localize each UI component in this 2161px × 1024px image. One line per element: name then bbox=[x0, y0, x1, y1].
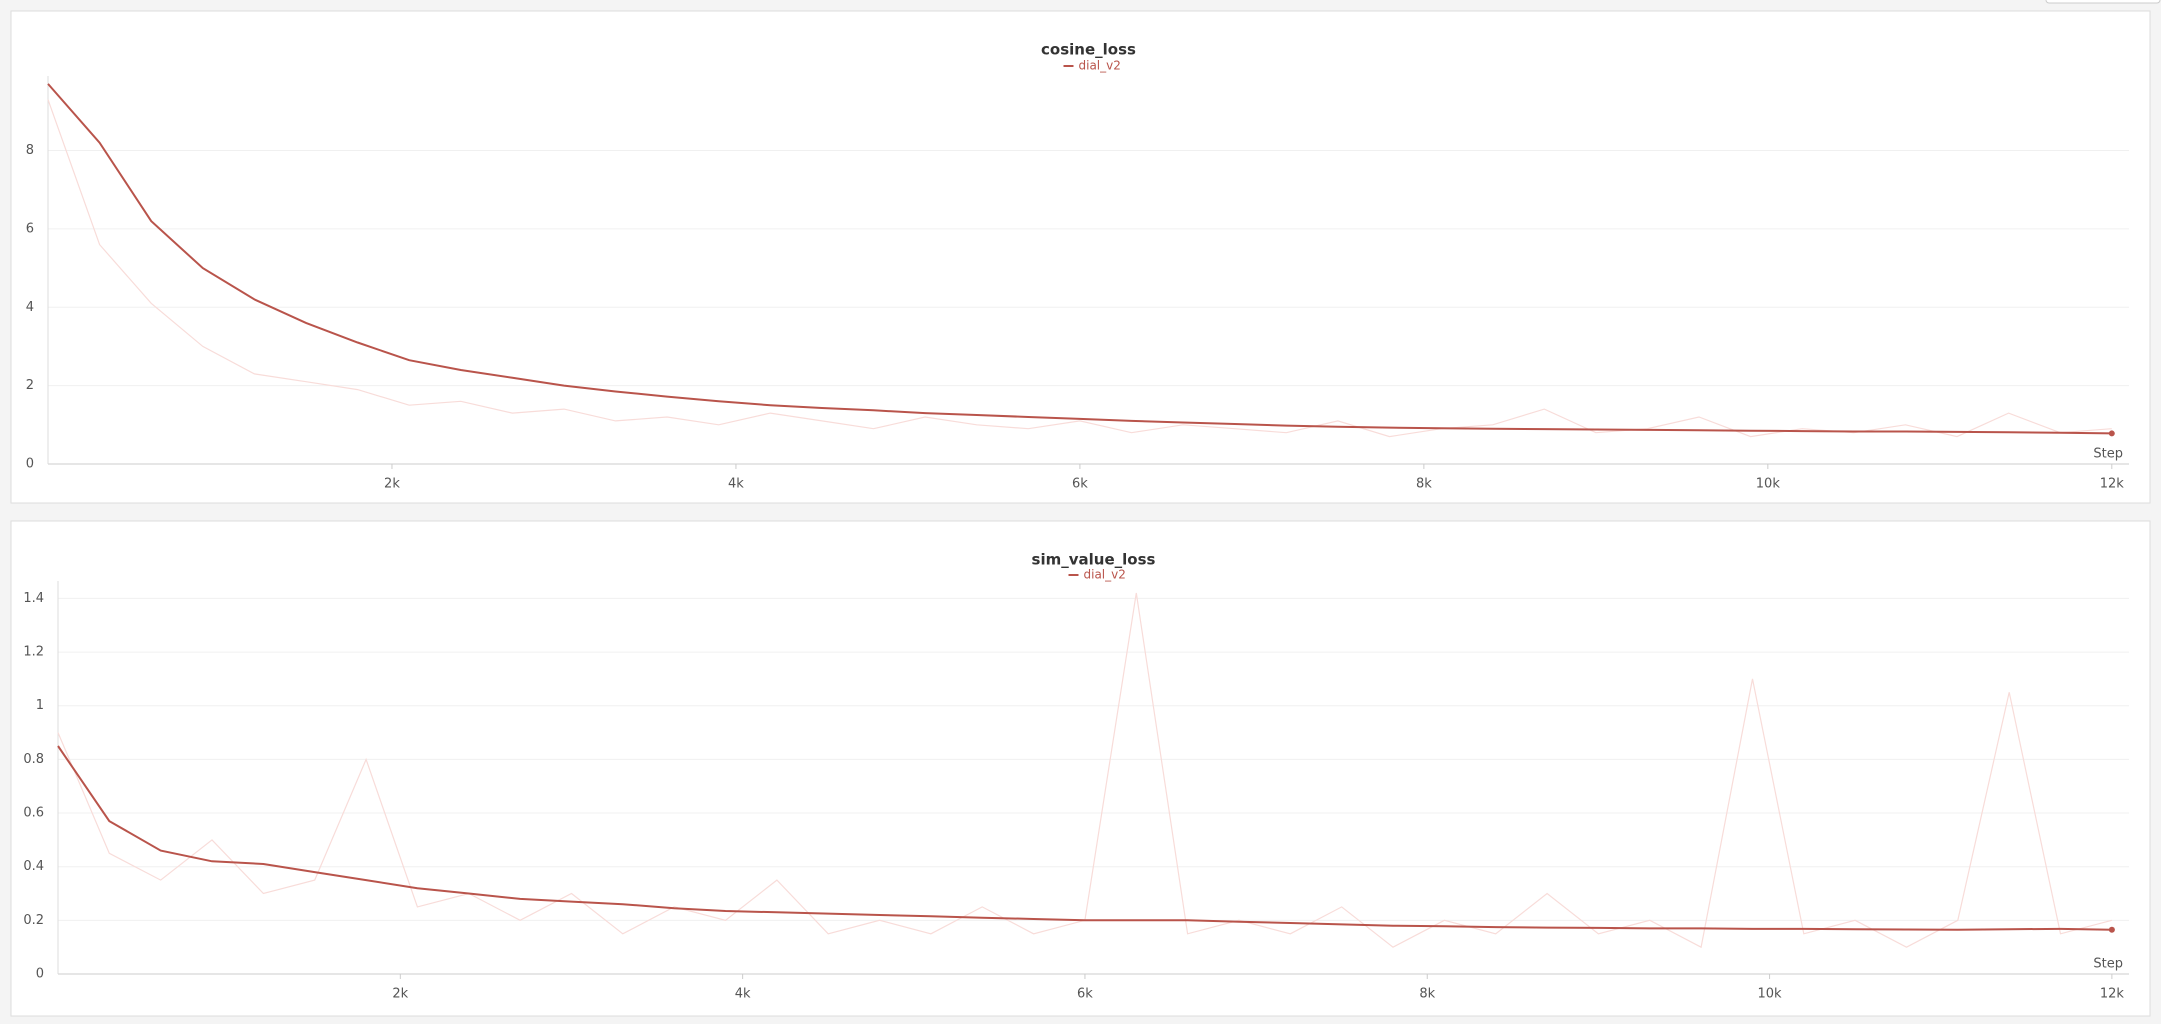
y-tick-label: 1.4 bbox=[23, 591, 44, 606]
legend-label: dial_v2 bbox=[1084, 568, 1126, 582]
y-tick-label: 0 bbox=[26, 457, 34, 472]
chart-title: sim_value_loss bbox=[1032, 551, 1156, 569]
x-tick-label: 8k bbox=[1419, 987, 1435, 1002]
x-tick-label: 2k bbox=[392, 987, 408, 1002]
x-tick-label: 10k bbox=[1758, 987, 1783, 1002]
y-tick-label: 0.6 bbox=[23, 806, 44, 821]
series-line bbox=[47, 99, 2112, 438]
y-tick-label: 0.2 bbox=[23, 913, 44, 928]
y-tick-label: 0.4 bbox=[23, 859, 44, 874]
y-tick-label: 0.8 bbox=[23, 752, 44, 767]
series-line bbox=[57, 745, 2112, 931]
x-axis-label: Step bbox=[2093, 447, 2123, 462]
x-tick-label: 12k bbox=[2100, 987, 2125, 1002]
y-tick-label: 4 bbox=[26, 300, 34, 315]
end-marker bbox=[2108, 926, 2115, 933]
y-tick-label: 2 bbox=[26, 378, 34, 393]
x-tick-label: 4k bbox=[735, 987, 751, 1002]
x-tick-label: 6k bbox=[1072, 477, 1088, 492]
y-tick-label: 6 bbox=[26, 221, 34, 236]
legend-label: dial_v2 bbox=[1079, 59, 1121, 73]
panel bbox=[10, 10, 2151, 504]
end-marker bbox=[2108, 430, 2115, 437]
panel bbox=[10, 520, 2151, 1017]
chart-title: cosine_loss bbox=[1041, 41, 1136, 59]
y-tick-label: 1.2 bbox=[23, 645, 44, 660]
x-tick-label: 6k bbox=[1077, 987, 1093, 1002]
y-tick-label: 8 bbox=[26, 143, 34, 158]
toolbar-button[interactable] bbox=[2045, 0, 2161, 4]
x-tick-label: 2k bbox=[384, 477, 400, 492]
x-tick-label: 10k bbox=[1756, 477, 1781, 492]
x-axis-label: Step bbox=[2093, 957, 2123, 972]
y-tick-label: 1 bbox=[36, 698, 44, 713]
y-tick-label: 0 bbox=[36, 967, 44, 982]
x-tick-label: 12k bbox=[2100, 477, 2125, 492]
x-tick-label: 8k bbox=[1416, 477, 1432, 492]
x-tick-label: 4k bbox=[728, 477, 744, 492]
series-line bbox=[47, 83, 2112, 435]
